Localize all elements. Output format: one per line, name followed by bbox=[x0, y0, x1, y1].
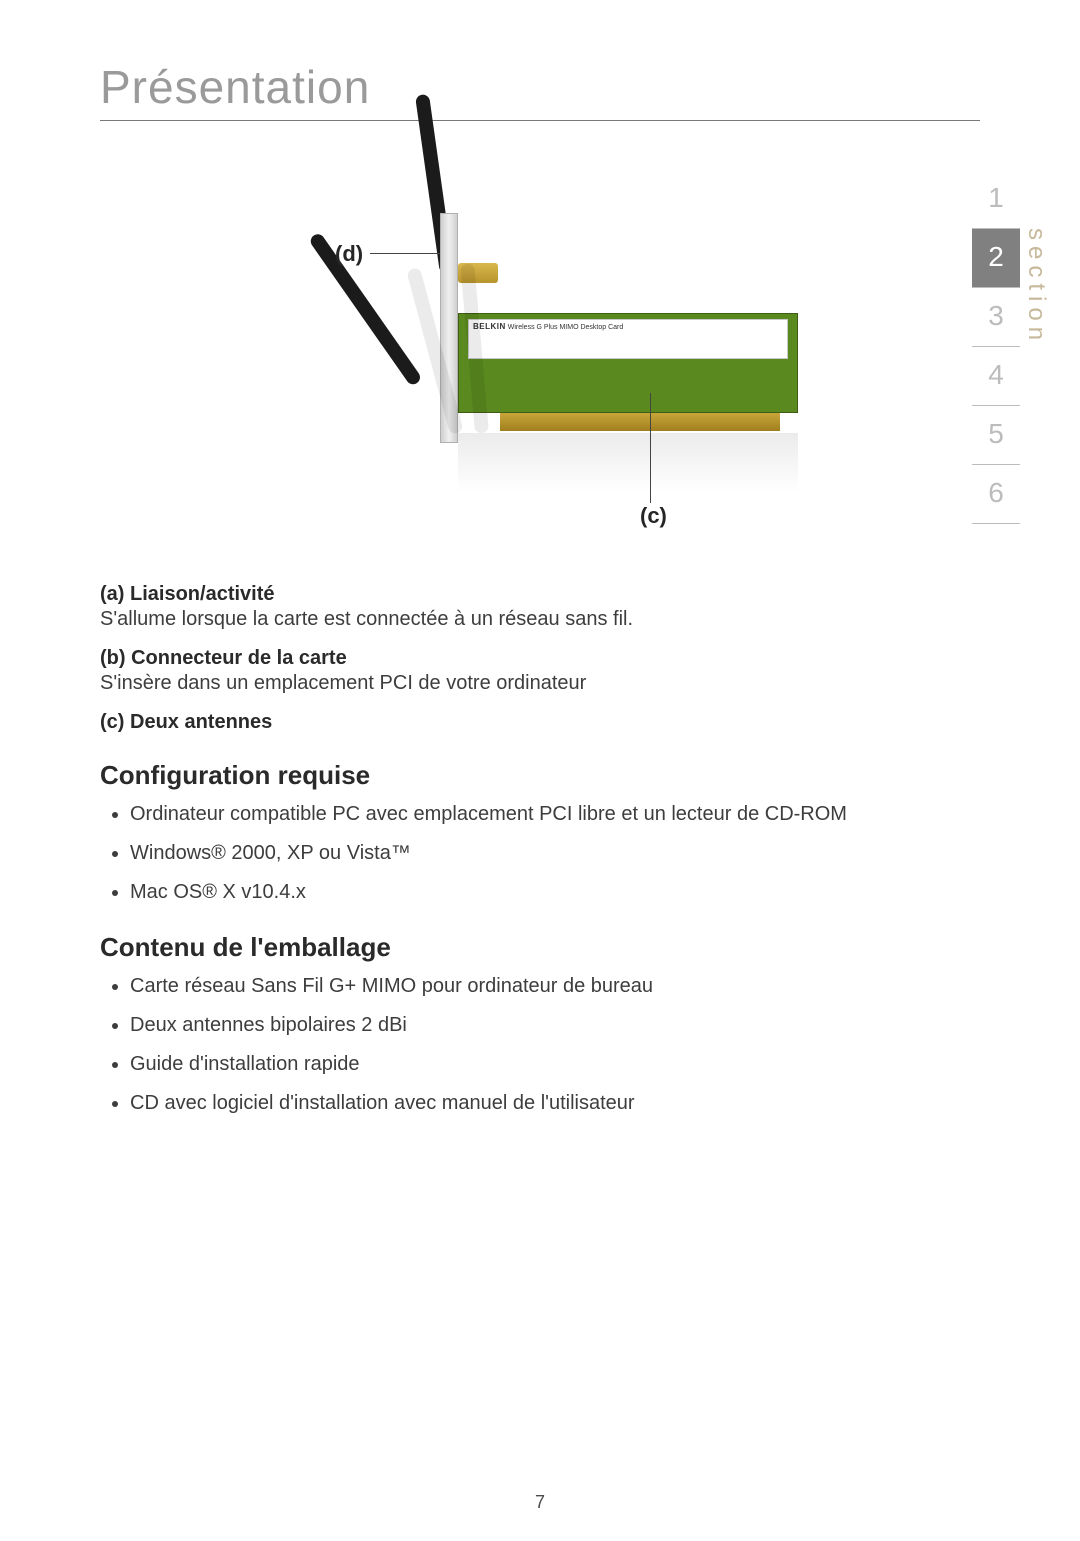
list-item: Carte réseau Sans Fil G+ MIMO pour ordin… bbox=[130, 973, 980, 1000]
callout-d-label: (d) bbox=[335, 241, 363, 267]
list-item: CD avec logiciel d'installation avec man… bbox=[130, 1090, 980, 1117]
config-list: Ordinateur compatible PC avec emplacemen… bbox=[100, 801, 980, 906]
antenna-icon bbox=[308, 232, 423, 387]
section-nav-label: section bbox=[1022, 228, 1050, 346]
section-nav-item-5[interactable]: 5 bbox=[972, 406, 1020, 465]
callout-line bbox=[650, 393, 651, 503]
config-heading: Configuration requise bbox=[100, 760, 980, 791]
page-number: 7 bbox=[0, 1492, 1080, 1513]
definition-title: (c) Deux antennes bbox=[100, 711, 980, 734]
callout-c-label: (c) bbox=[640, 503, 667, 529]
product-diagram: BELKIN Wireless G Plus MIMO Desktop Card… bbox=[240, 133, 840, 553]
list-item: Guide d'installation rapide bbox=[130, 1051, 980, 1078]
pcb-sticker: BELKIN Wireless G Plus MIMO Desktop Card bbox=[468, 319, 788, 359]
section-nav: section 1 2 3 4 5 6 bbox=[972, 170, 1020, 524]
definition-text: S'insère dans un emplacement PCI de votr… bbox=[100, 670, 980, 697]
list-item: Windows® 2000, XP ou Vista™ bbox=[130, 840, 980, 867]
definition-a: (a) Liaison/activité S'allume lorsque la… bbox=[100, 583, 980, 633]
definition-title: (b) Connecteur de la carte bbox=[100, 647, 980, 670]
section-nav-item-4[interactable]: 4 bbox=[972, 347, 1020, 406]
section-nav-item-3[interactable]: 3 bbox=[972, 288, 1020, 347]
product-label: Wireless G Plus MIMO Desktop Card bbox=[508, 324, 624, 331]
pci-connector bbox=[500, 413, 780, 431]
list-item: Deux antennes bipolaires 2 dBi bbox=[130, 1012, 980, 1039]
callout-line bbox=[370, 253, 440, 254]
list-item: Mac OS® X v10.4.x bbox=[130, 879, 980, 906]
definition-b: (b) Connecteur de la carte S'insère dans… bbox=[100, 647, 980, 697]
section-nav-item-1[interactable]: 1 bbox=[972, 170, 1020, 229]
section-nav-item-2[interactable]: 2 bbox=[972, 229, 1020, 288]
definition-c: (c) Deux antennes bbox=[100, 711, 980, 734]
definition-title: (a) Liaison/activité bbox=[100, 583, 980, 606]
package-list: Carte réseau Sans Fil G+ MIMO pour ordin… bbox=[100, 973, 980, 1117]
list-item: Ordinateur compatible PC avec emplacemen… bbox=[130, 801, 980, 828]
shadow bbox=[458, 433, 798, 493]
page-title: Présentation bbox=[100, 60, 980, 121]
definition-text: S'allume lorsque la carte est connectée … bbox=[100, 606, 980, 633]
package-heading: Contenu de l'emballage bbox=[100, 932, 980, 963]
section-nav-item-6[interactable]: 6 bbox=[972, 465, 1020, 524]
